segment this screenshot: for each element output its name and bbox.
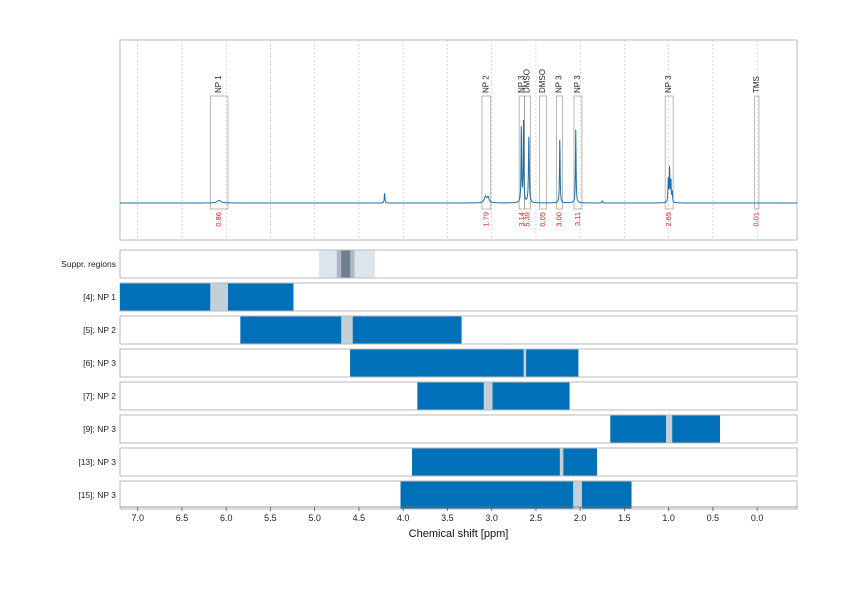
integration-box <box>209 95 229 210</box>
integral-value: 5.39 <box>523 212 532 227</box>
range-bar <box>400 481 632 509</box>
integration-box <box>573 95 583 210</box>
integral-value: 0.86 <box>214 212 223 227</box>
x-tick-label: 4.0 <box>397 513 410 523</box>
range-bar <box>412 448 597 476</box>
integration-box <box>754 95 760 210</box>
spectrum-panel-frame <box>119 39 798 241</box>
region-label: NP 1 <box>214 75 223 93</box>
range-gap <box>483 382 493 410</box>
integration-box <box>664 95 674 210</box>
x-tick-label: 0.0 <box>751 513 764 523</box>
range-gap <box>666 415 673 443</box>
x-tick-label: 1.5 <box>618 513 631 523</box>
range-row-label: [4]; NP 1 <box>83 292 116 302</box>
suppressed-regions-row <box>119 249 798 279</box>
region-label: NP 3 <box>664 75 673 93</box>
range-row-label: [6]; NP 3 <box>83 358 116 368</box>
range-row-label: [7]; NP 2 <box>83 391 116 401</box>
x-tick-label: 7.0 <box>131 513 144 523</box>
range-bar <box>350 349 579 377</box>
x-axis-title: Chemical shift [ppm] <box>409 528 509 540</box>
region-label: NP 2 <box>481 75 490 93</box>
integration-regions <box>209 95 760 210</box>
integration-box <box>539 95 547 210</box>
integration-box <box>481 95 492 210</box>
region-label: NP 3 <box>517 75 526 93</box>
x-tick-label: 6.5 <box>176 513 189 523</box>
x-tick-label: 5.0 <box>308 513 321 523</box>
range-gap <box>341 316 353 344</box>
x-axis: 7.0 6.5 6.0 5.5 5.0 4.5 4.0 3.5 3.0 2.5 2.0 1.5 1.0 0… <box>120 506 797 523</box>
region-label: TMS <box>752 76 761 93</box>
range-row-label: [5]; NP 2 <box>83 325 116 335</box>
integral-value: 3.11 <box>573 212 582 226</box>
range-row-label: [15]; NP 3 <box>78 490 116 500</box>
suppressed-regions-label: Suppr. regions <box>61 259 116 269</box>
x-tick-label: 4.5 <box>353 513 366 523</box>
region-labels: NP 1 0.86 NP 2 1.79 NP 3 3.14 DMSO 5.39 DMSO 0.05… <box>214 69 761 227</box>
x-tick-label: 5.5 <box>264 513 277 523</box>
region-label: NP 3 <box>573 75 582 93</box>
region-label: NP 3 <box>554 75 563 93</box>
integral-value: 0.01 <box>752 212 761 227</box>
spectrum-trace <box>120 119 797 204</box>
range-gap <box>210 283 228 311</box>
x-tick-label: 3.0 <box>485 513 498 523</box>
integration-box <box>524 95 531 210</box>
range-bar <box>417 382 570 410</box>
integral-value: 2.65 <box>664 212 673 227</box>
region-label: DMSO <box>538 69 547 93</box>
integral-value: 0.05 <box>538 212 547 227</box>
range-row-label: [9]; NP 3 <box>83 424 116 434</box>
integral-value: 1.79 <box>481 212 490 227</box>
x-tick-label: 2.0 <box>574 513 587 523</box>
integral-value: 3.00 <box>554 212 563 227</box>
x-tick-label: 1.0 <box>662 513 675 523</box>
suppressed-band <box>341 250 351 278</box>
range-gap <box>573 481 582 509</box>
x-tick-label: 3.5 <box>441 513 454 523</box>
x-tick-label: 6.0 <box>220 513 233 523</box>
range-rows: Suppr. regions [4]; NP 1 [5]; NP 2 [6]; NP … <box>61 249 798 510</box>
range-row-label: [13]; NP 3 <box>78 457 116 467</box>
grid-lines <box>137 40 758 240</box>
x-tick-label: 0.5 <box>707 513 720 523</box>
x-tick-label: 2.5 <box>530 513 543 523</box>
range-gap <box>523 349 527 377</box>
integral-value: 3.14 <box>517 212 526 227</box>
region-label: DMSO <box>523 69 532 93</box>
integration-box <box>555 95 563 210</box>
range-bar <box>120 283 294 311</box>
range-gap <box>559 448 564 476</box>
range-bar <box>610 415 721 443</box>
